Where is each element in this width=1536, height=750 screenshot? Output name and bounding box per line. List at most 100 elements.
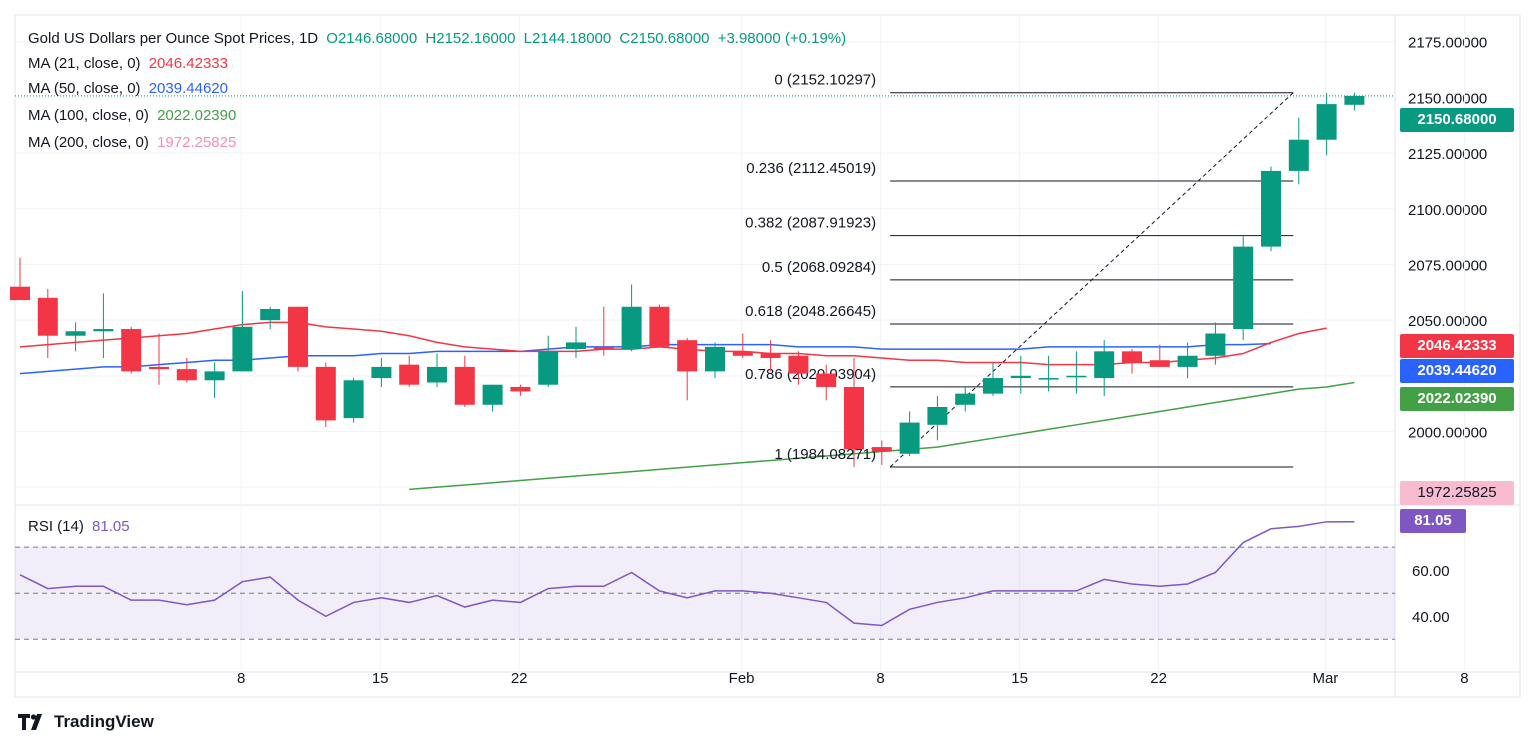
fib-level-label: 0.786 (2020.03904) [745, 366, 876, 383]
candle-body [788, 355, 809, 374]
candle-body [871, 447, 892, 452]
candle-body [149, 366, 169, 370]
time-tick-label: 15 [372, 670, 389, 687]
candle-body [899, 422, 920, 454]
candle-body [1344, 95, 1365, 105]
candle-body [510, 386, 531, 392]
time-tick-label: Feb [729, 670, 755, 687]
candle-body [1288, 139, 1309, 171]
ma21-value: 2046.42333 [148, 55, 228, 72]
candle-body [760, 353, 781, 358]
fib-level-label: 0.382 (2087.91923) [745, 215, 876, 232]
ma100-price-tag: 2022.02390 [1400, 387, 1514, 411]
candle-body [37, 297, 58, 336]
candle-body [816, 373, 837, 387]
time-tick-label: 8 [1460, 670, 1468, 687]
chart-frame [14, 14, 1521, 698]
candle-body [427, 366, 447, 383]
candle-body [1233, 246, 1254, 330]
rsi-tick-label: 60.00 [1412, 563, 1450, 580]
fib-level-label: 0 (2152.10297) [774, 72, 876, 89]
candle-body [232, 326, 253, 372]
time-tick-label: Mar [1312, 670, 1338, 687]
close-value: C2150.68000 [619, 30, 710, 47]
candle-body [1094, 351, 1115, 379]
ma200-value: 1972.25825 [157, 134, 237, 151]
ma21-legend[interactable]: MA (21, close, 0) 2046.42333 [28, 54, 232, 73]
fib-level-label: 0.5 (2068.09284) [762, 259, 876, 276]
candle-body [371, 366, 392, 379]
candle-body [621, 306, 642, 350]
tradingview-logo[interactable]: TradingView [18, 712, 154, 732]
candle-body [844, 386, 864, 450]
price-tick-label: 2125.00000 [1408, 146, 1487, 163]
rsi-label: RSI (14) [28, 518, 84, 535]
candle-body [732, 351, 753, 356]
time-tick-label: 8 [876, 670, 884, 687]
candle-body [1177, 355, 1198, 367]
candle-body [121, 329, 142, 372]
open-value: O2146.68000 [326, 30, 418, 47]
price-tick-label: 2075.00000 [1408, 257, 1487, 274]
candle-body [927, 407, 948, 425]
candle-body [1205, 333, 1226, 356]
price-tick-label: 2100.00000 [1408, 202, 1487, 219]
candle-body [204, 371, 225, 381]
price-tick-label: 2150.00000 [1408, 90, 1487, 107]
price-tick-label: 2000.00000 [1408, 425, 1487, 442]
candle-body [705, 346, 725, 372]
candle-body [288, 306, 308, 367]
ma100-legend[interactable]: MA (100, close, 0) 2022.02390 [28, 106, 240, 125]
candle-body [538, 351, 559, 385]
candle-body [399, 364, 420, 385]
candle-body [593, 346, 614, 350]
symbol-title[interactable]: Gold US Dollars per Ounce Spot Prices, 1… [28, 30, 319, 47]
ma200-label: MA (200, close, 0) [28, 134, 149, 151]
last-price-tag: 2150.68000 [1400, 108, 1514, 132]
ma100-label: MA (100, close, 0) [28, 107, 149, 124]
tradingview-logo-icon [18, 714, 42, 730]
candle-body [93, 329, 114, 332]
rsi-price-tag: 81.05 [1400, 509, 1466, 533]
candle-body [649, 306, 670, 347]
candle-body [10, 286, 30, 301]
ma50-label: MA (50, close, 0) [28, 80, 141, 97]
candle-body [315, 366, 336, 421]
high-value: H2152.16000 [425, 30, 516, 47]
candle-body [65, 331, 86, 336]
fib-level-label: 0.236 (2112.45019) [746, 160, 876, 177]
change-value: +3.98000 (+0.19%) [717, 30, 847, 47]
rsi-line [19, 520, 1355, 627]
candle-body [482, 384, 503, 405]
ma21-label: MA (21, close, 0) [28, 55, 141, 72]
candle-body [1316, 104, 1337, 140]
ma21-price-tag: 2046.42333 [1400, 334, 1514, 358]
low-value: L2144.18000 [523, 30, 612, 47]
candle-body [260, 309, 281, 321]
ma200-price-tag: 1972.25825 [1400, 481, 1514, 505]
ma50-price-tag: 2039.44620 [1400, 359, 1514, 383]
tradingview-brand: TradingView [54, 712, 154, 731]
ma50-line [19, 342, 1272, 375]
candle-body [955, 393, 976, 405]
ma200-legend[interactable]: MA (200, close, 0) 1972.25825 [28, 133, 240, 152]
rsi-legend[interactable]: RSI (14) 81.05 [28, 518, 130, 535]
ma100-value: 2022.02390 [157, 107, 237, 124]
candle-body [1149, 360, 1170, 367]
time-tick-label: 8 [237, 670, 245, 687]
price-tick-label: 2050.00000 [1408, 313, 1487, 330]
candle-body [1261, 170, 1281, 247]
candle-body [1122, 351, 1142, 363]
candle-body [983, 378, 1003, 394]
fib-level-label: 0.618 (2048.26645) [745, 303, 876, 320]
candle-body [1010, 375, 1031, 379]
candle-body [677, 340, 698, 372]
time-tick-label: 22 [511, 670, 528, 687]
time-tick-label: 22 [1150, 670, 1167, 687]
price-tick-label: 2175.00000 [1408, 35, 1487, 52]
ma50-legend[interactable]: MA (50, close, 0) 2039.44620 [28, 79, 232, 98]
ma100-line [409, 381, 1355, 491]
candle-body [1038, 378, 1059, 380]
candle-body [343, 380, 364, 419]
candle-body [176, 369, 197, 381]
